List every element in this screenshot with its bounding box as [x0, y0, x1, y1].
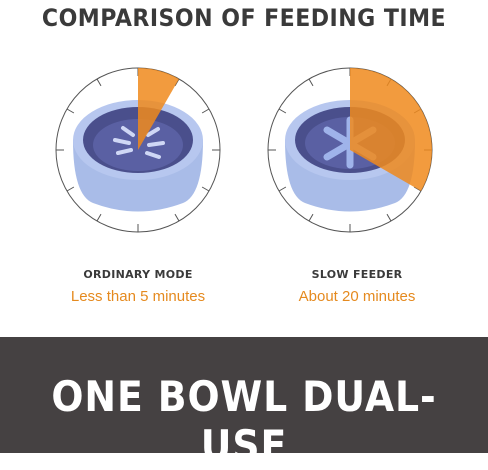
ordinary-mode-label: ORDINARY MODE	[83, 268, 193, 281]
dial-tick	[201, 108, 210, 114]
slow-feeder-dial	[265, 65, 435, 235]
slow-feeder-dial-graphic	[267, 67, 433, 233]
feeding-time-wedge	[350, 68, 432, 191]
dial-tick	[386, 213, 392, 222]
bottom-banner: ONE BOWL DUAL-USE	[0, 337, 488, 470]
dial-tick	[413, 186, 422, 192]
dial-tick	[278, 186, 287, 192]
banner-text: ONE BOWL DUAL-USE	[51, 372, 437, 470]
dial-tick	[201, 186, 210, 192]
slow-feeder-label: SLOW FEEDER	[311, 268, 403, 281]
dial-tick	[174, 213, 180, 222]
dial-tick	[96, 78, 102, 87]
dial-tick	[308, 213, 314, 222]
ordinary-mode-dial	[53, 65, 223, 235]
feeding-time-wedge	[138, 68, 179, 150]
page-title: COMPARISON OF FEEDING TIME	[41, 4, 447, 32]
slow-feeder-time: About 20 minutes	[298, 288, 416, 305]
ordinary-mode-dial-graphic	[55, 67, 221, 233]
ordinary-mode-time: Less than 5 minutes	[70, 288, 206, 305]
dial-tick	[66, 186, 75, 192]
dial-tick	[66, 108, 75, 114]
dial-tick	[96, 213, 102, 222]
dial-tick	[278, 108, 287, 114]
dial-tick	[174, 78, 180, 87]
dial-tick	[308, 78, 314, 87]
